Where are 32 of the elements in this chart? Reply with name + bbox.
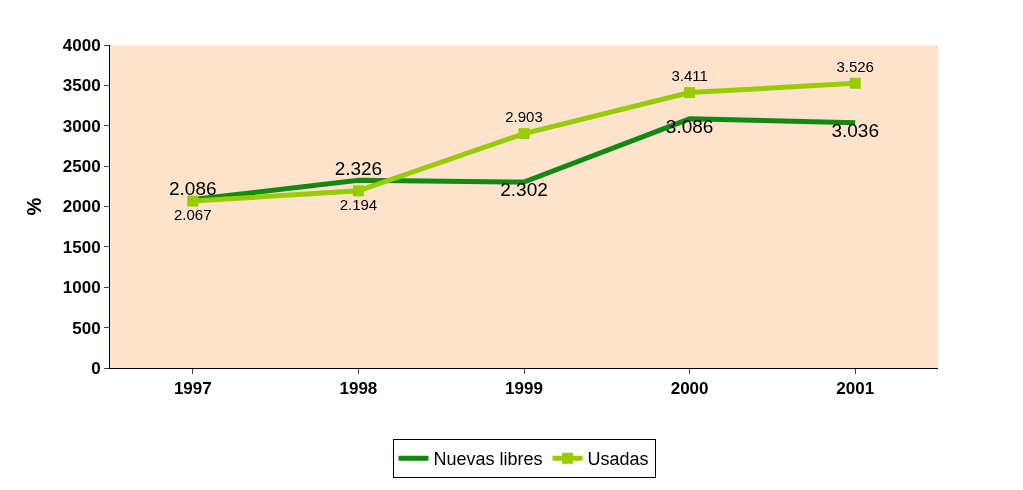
y-tick-label: 2500 [62, 157, 101, 177]
data-label: 2.326 [334, 158, 383, 180]
point [352, 185, 364, 197]
legend-label: Usadas [587, 449, 649, 470]
y-tick-label: 3000 [62, 116, 101, 136]
x-tick-label: 2001 [836, 379, 875, 399]
y-tick-label: 1500 [62, 237, 101, 257]
data-label: 3.086 [665, 116, 714, 138]
data-label: 2.086 [169, 177, 217, 199]
y-tick-label: 1000 [62, 278, 101, 298]
x-tick-label: 1997 [173, 379, 212, 399]
y-axis-title: % [23, 197, 46, 216]
point [849, 77, 861, 89]
point [684, 87, 696, 99]
data-label: 2.903 [505, 107, 543, 125]
data-label: 3.036 [831, 120, 879, 142]
y-tick-label: 2000 [62, 197, 101, 217]
y-tick-label: 0 [91, 358, 101, 378]
y-tick-label: 3500 [62, 76, 101, 96]
data-label: 3.411 [671, 66, 708, 84]
y-tick-label: 500 [72, 318, 101, 338]
legend-label: Nuevas libres [433, 449, 543, 470]
y-tick-label: 4000 [62, 35, 101, 55]
x-tick-label: 2000 [670, 379, 709, 399]
data-label: 2.302 [500, 179, 548, 201]
point [187, 195, 199, 207]
point [518, 128, 530, 140]
data-label: 3.526 [836, 57, 874, 75]
x-tick-label: 1998 [339, 379, 378, 399]
data-label: 2.194 [339, 195, 378, 213]
x-tick-label: 1999 [505, 379, 543, 399]
data-label: 2.067 [174, 206, 212, 224]
